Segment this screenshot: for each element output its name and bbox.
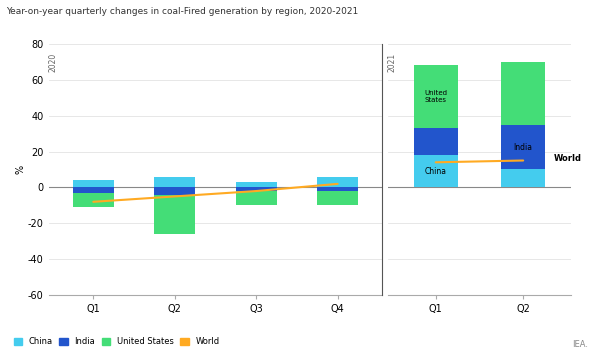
Bar <box>73 188 113 193</box>
Bar <box>154 188 195 195</box>
Bar <box>236 191 277 205</box>
Text: World: World <box>554 154 582 163</box>
Bar <box>73 193 113 207</box>
Bar <box>317 191 358 205</box>
Bar <box>317 177 358 188</box>
Legend: China, India, United States, World: China, India, United States, World <box>10 334 223 350</box>
Bar <box>414 65 458 128</box>
Bar <box>414 128 458 155</box>
Bar <box>414 155 458 188</box>
Bar <box>236 182 277 188</box>
Y-axis label: %: % <box>15 165 25 174</box>
Text: 2020: 2020 <box>48 53 57 72</box>
Text: United
States: United States <box>424 90 447 103</box>
Bar <box>502 125 545 170</box>
Bar <box>154 177 195 188</box>
Bar <box>154 195 195 234</box>
Bar <box>73 180 113 188</box>
Text: China: China <box>425 167 447 176</box>
Text: Year-on-year quarterly changes in coal-Fired generation by region, 2020-2021: Year-on-year quarterly changes in coal-F… <box>6 7 358 16</box>
Bar <box>236 188 277 191</box>
Text: IEA.: IEA. <box>572 340 588 349</box>
Bar <box>502 62 545 125</box>
Bar <box>502 170 545 188</box>
Bar <box>317 188 358 191</box>
Text: India: India <box>514 143 533 152</box>
Text: 2021: 2021 <box>388 53 397 72</box>
